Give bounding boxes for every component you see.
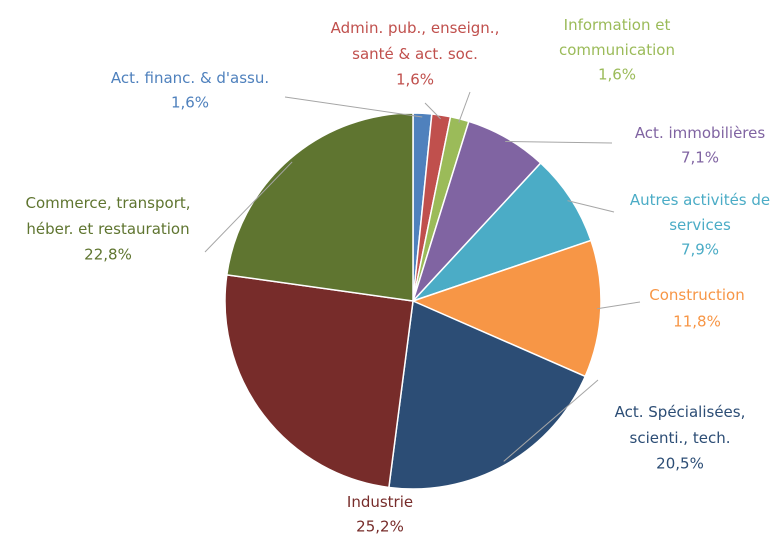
value-label: 22,8% [84, 246, 132, 264]
category-label: Information et communication [559, 16, 675, 59]
pie-slice [412, 161, 592, 302]
label-line: Construction [649, 286, 745, 304]
label-line: Autres activités de [630, 191, 770, 209]
leader-line [458, 91, 471, 123]
leader-line [284, 96, 423, 118]
category-label: Commerce, transport, héber. et restaurati… [25, 194, 190, 238]
value-label: 11,8% [673, 313, 721, 331]
label-line: Act. Spécialisées, [615, 403, 746, 421]
leader-line [567, 200, 615, 213]
value-label: 1,6% [396, 71, 434, 89]
category-label: Admin. pub., enseign., santé & act. soc. [331, 19, 500, 63]
label-line: Act. immobilières [635, 124, 766, 142]
pie-slice [388, 299, 587, 490]
pie-slice [410, 239, 602, 378]
pie-slice [224, 273, 414, 489]
category-label: Act. immobilières [635, 124, 766, 142]
value-label: 20,5% [656, 455, 704, 473]
label-line: héber. et restauration [26, 220, 189, 238]
value-label: 7,1% [681, 149, 719, 167]
value-label: 1,6% [598, 66, 636, 84]
label-line: services [669, 216, 731, 234]
label-line: Commerce, transport, [25, 194, 190, 212]
leader-line [204, 161, 293, 253]
label-line: Admin. pub., enseign., [331, 19, 500, 37]
category-label: Industrie [347, 493, 413, 511]
category-label: Act. financ. & d'assu. [111, 69, 269, 87]
label-line: Industrie [347, 493, 413, 511]
leader-line [505, 140, 613, 144]
value-label: 1,6% [171, 94, 209, 112]
category-label: Autres activités de services [630, 191, 770, 234]
pie-slice [225, 112, 414, 302]
leader-line [503, 379, 599, 462]
leader-line [424, 102, 442, 120]
label-line: santé & act. soc. [352, 45, 478, 63]
label-line: Information et [564, 16, 671, 34]
leader-line [596, 301, 641, 310]
category-label: Act. Spécialisées, scienti., tech. [615, 403, 746, 447]
label-line: communication [559, 41, 675, 59]
value-label: 25,2% [356, 518, 404, 536]
value-label: 7,9% [681, 241, 719, 259]
label-line: scienti., tech. [630, 429, 731, 447]
label-line: Act. financ. & d'assu. [111, 69, 269, 87]
category-label: Construction [649, 286, 745, 304]
